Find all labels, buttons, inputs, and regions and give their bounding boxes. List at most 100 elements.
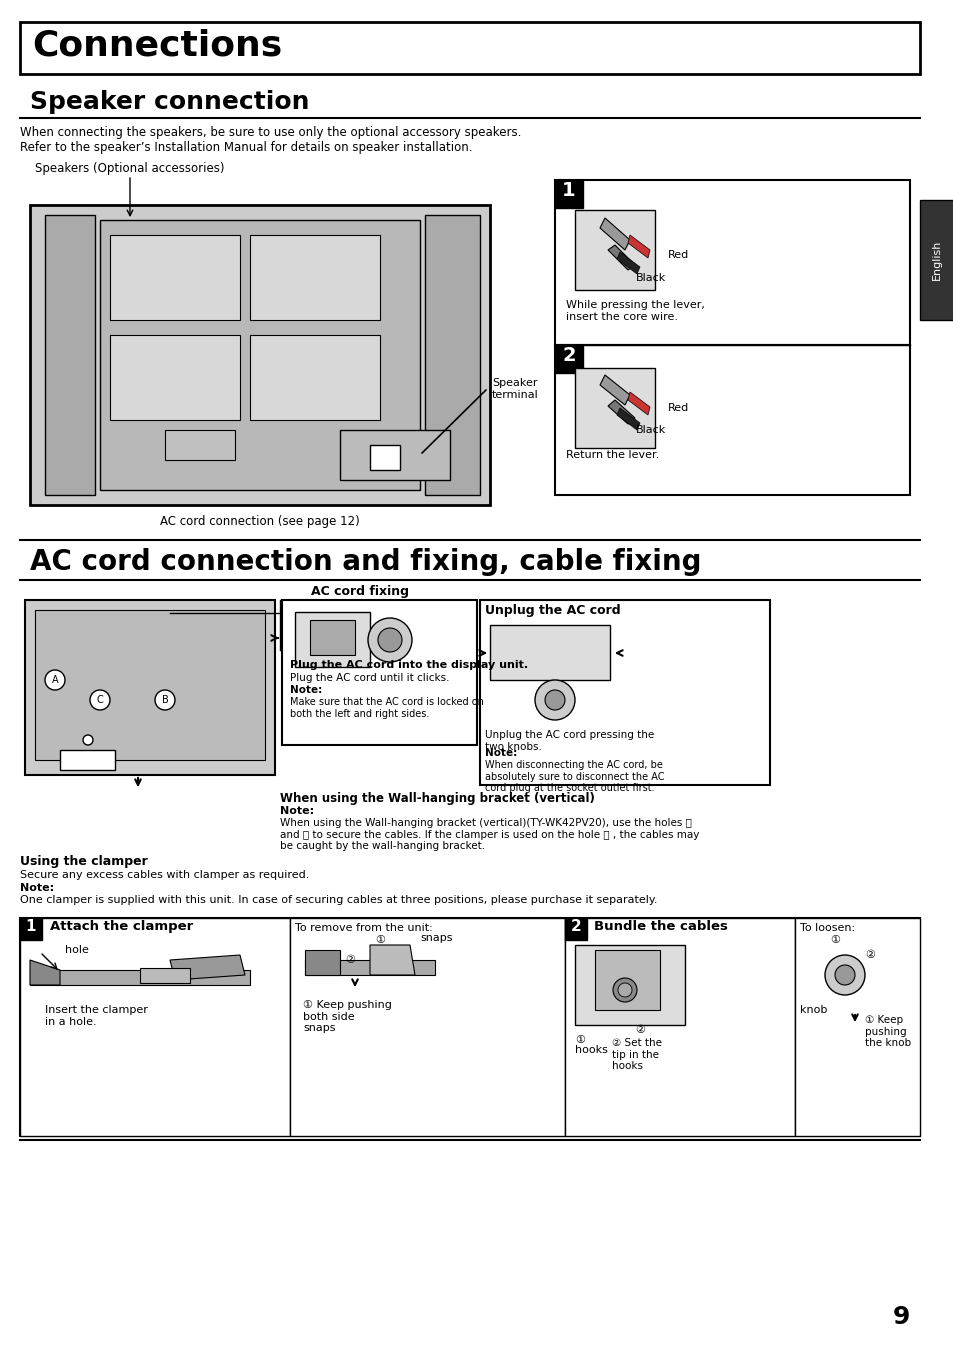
Bar (100, 220, 419, 490)
Text: Speaker connection: Speaker connection (30, 90, 309, 115)
Text: Bundle the cables: Bundle the cables (594, 920, 727, 934)
Text: ②: ② (345, 955, 355, 965)
Bar (45, 216, 95, 495)
Bar (564, 919, 794, 1136)
Text: ①: ① (375, 935, 385, 945)
Bar (20, 919, 919, 1136)
Text: English: English (931, 240, 941, 280)
Polygon shape (617, 408, 639, 430)
Text: B: B (161, 695, 168, 704)
Text: When using the Wall-hanging bracket (vertical): When using the Wall-hanging bracket (ver… (280, 792, 595, 805)
Bar (282, 601, 476, 745)
Polygon shape (607, 244, 635, 270)
Bar (575, 210, 655, 289)
Text: While pressing the lever,
insert the core wire.: While pressing the lever, insert the cor… (565, 300, 704, 322)
Text: Unplug the AC cord: Unplug the AC cord (484, 603, 620, 617)
Text: Plug the AC cord into the display unit.: Plug the AC cord into the display unit. (290, 661, 528, 670)
Text: ②: ② (635, 1025, 644, 1035)
Bar (794, 919, 919, 1136)
Text: Plug the AC cord until it clicks.: Plug the AC cord until it clicks. (290, 673, 449, 682)
Text: ①: ① (829, 935, 840, 945)
Bar (919, 201, 953, 319)
Bar (564, 919, 586, 940)
Polygon shape (305, 950, 339, 975)
Bar (165, 430, 234, 460)
Bar (310, 620, 355, 655)
Text: Note:: Note: (280, 805, 314, 816)
Text: ①: ① (575, 1035, 584, 1046)
Text: Secure any excess cables with clamper as required.: Secure any excess cables with clamper as… (20, 870, 309, 880)
Text: To loosen:: To loosen: (800, 923, 854, 934)
Bar (25, 601, 274, 775)
Text: Using the clamper: Using the clamper (20, 854, 148, 868)
Bar (110, 235, 240, 319)
Text: AC cord fixing: AC cord fixing (311, 586, 409, 598)
Text: Attach the clamper: Attach the clamper (50, 920, 193, 934)
Polygon shape (595, 950, 659, 1010)
Circle shape (154, 689, 174, 710)
Bar (60, 749, 115, 770)
Text: Unplug the AC cord pressing the
two knobs.: Unplug the AC cord pressing the two knob… (484, 730, 654, 752)
Text: ② Set the
tip in the
hooks: ② Set the tip in the hooks (612, 1037, 661, 1072)
Bar (140, 968, 190, 983)
Text: Speakers (Optional accessories): Speakers (Optional accessories) (35, 162, 225, 175)
Polygon shape (627, 392, 649, 415)
Text: Red: Red (667, 250, 688, 259)
Polygon shape (617, 253, 639, 274)
Text: To remove from the unit:: To remove from the unit: (294, 923, 433, 934)
Circle shape (824, 955, 864, 995)
Circle shape (377, 628, 401, 652)
Text: Insert the clamper
in a hole.: Insert the clamper in a hole. (45, 1005, 148, 1026)
Text: Connections: Connections (32, 29, 282, 61)
Circle shape (613, 977, 637, 1002)
Bar (305, 960, 435, 975)
Text: AC cord connection (see page 12): AC cord connection (see page 12) (160, 515, 359, 528)
Text: ②: ② (864, 950, 874, 960)
Bar (555, 345, 909, 495)
Circle shape (368, 618, 412, 662)
Polygon shape (627, 235, 649, 258)
Polygon shape (30, 960, 60, 986)
Bar (424, 216, 479, 495)
Bar (339, 430, 450, 480)
Polygon shape (170, 955, 245, 980)
Bar (250, 334, 379, 420)
Polygon shape (599, 375, 629, 405)
Circle shape (45, 670, 65, 689)
Text: 2: 2 (570, 919, 580, 934)
Bar (110, 334, 240, 420)
Text: Black: Black (636, 273, 665, 283)
Bar (290, 919, 564, 1136)
Bar (294, 612, 370, 667)
Text: Speaker
terminal: Speaker terminal (492, 378, 538, 400)
Bar (490, 625, 609, 680)
Bar (575, 945, 684, 1025)
Polygon shape (599, 218, 629, 250)
Circle shape (535, 680, 575, 719)
Polygon shape (370, 945, 415, 975)
Bar (555, 180, 582, 207)
Circle shape (83, 734, 92, 745)
Circle shape (544, 689, 564, 710)
Bar (479, 601, 769, 785)
Text: 1: 1 (26, 919, 36, 934)
Text: When using the Wall-hanging bracket (vertical)(TY-WK42PV20), use the holes Ⓐ
and: When using the Wall-hanging bracket (ver… (280, 818, 699, 852)
Bar (555, 345, 582, 373)
Bar (370, 445, 399, 470)
Text: hooks: hooks (575, 1046, 607, 1055)
Text: A: A (51, 676, 58, 685)
Bar (20, 919, 290, 1136)
Text: Make sure that the AC cord is locked on
both the left and right sides.: Make sure that the AC cord is locked on … (290, 698, 483, 718)
Text: ① Keep
pushing
the knob: ① Keep pushing the knob (864, 1016, 910, 1048)
Text: AC cord connection and fixing, cable fixing: AC cord connection and fixing, cable fix… (30, 547, 700, 576)
Circle shape (90, 689, 110, 710)
Bar (20, 22, 919, 74)
Text: Black: Black (636, 425, 665, 435)
Text: Note:: Note: (484, 748, 517, 758)
Text: Return the lever.: Return the lever. (565, 450, 659, 460)
Bar (30, 205, 490, 505)
Text: When disconnecting the AC cord, be
absolutely sure to disconnect the AC
cord plu: When disconnecting the AC cord, be absol… (484, 760, 664, 793)
Text: ① Keep pushing
both side
snaps: ① Keep pushing both side snaps (303, 1001, 392, 1033)
Text: When connecting the speakers, be sure to use only the optional accessory speaker: When connecting the speakers, be sure to… (20, 126, 521, 139)
Bar (30, 971, 250, 986)
